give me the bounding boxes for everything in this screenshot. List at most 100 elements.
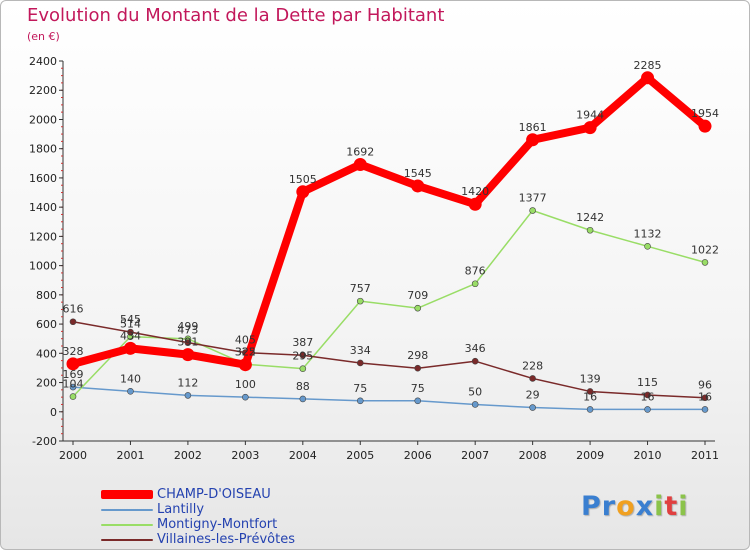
data-label: 499 xyxy=(177,320,198,333)
series-line xyxy=(72,321,706,399)
legend-label: Montigny-Montfort xyxy=(157,517,278,532)
data-point xyxy=(299,365,307,372)
data-label: 298 xyxy=(407,349,428,362)
data-point xyxy=(644,406,651,413)
data-point xyxy=(69,383,77,391)
data-label: 2285 xyxy=(634,59,662,72)
data-point xyxy=(299,395,307,403)
data-label: 1022 xyxy=(691,243,719,256)
y-tick-label: 200 xyxy=(36,377,57,390)
data-point xyxy=(127,328,134,336)
x-tick-label: 2000 xyxy=(59,449,87,462)
data-label: 1861 xyxy=(519,121,547,134)
series-line xyxy=(71,73,708,369)
y-tick-label: 600 xyxy=(36,318,57,331)
data-label: 757 xyxy=(350,282,371,295)
data-point xyxy=(586,388,594,395)
data-label: 1242 xyxy=(576,211,604,224)
data-label: 387 xyxy=(292,336,313,349)
data-label: 545 xyxy=(120,313,141,326)
data-point xyxy=(701,259,709,266)
data-point xyxy=(644,391,651,399)
proxiti-logo: Proxiti xyxy=(581,491,689,522)
data-point xyxy=(353,157,367,171)
data-point xyxy=(701,394,709,402)
data-label: 75 xyxy=(353,382,367,395)
data-label: 104 xyxy=(63,378,84,391)
x-tick-label: 2011 xyxy=(691,449,719,462)
data-point xyxy=(526,133,540,147)
y-tick-label: 2400 xyxy=(29,55,57,68)
x-tick-label: 2005 xyxy=(346,449,374,462)
data-point xyxy=(529,404,536,411)
data-point xyxy=(586,406,594,413)
y-tick-label: 1400 xyxy=(29,201,57,214)
y-tick-label: 2000 xyxy=(29,113,57,126)
data-point xyxy=(414,397,422,405)
data-point xyxy=(356,397,364,405)
data-point xyxy=(471,280,479,288)
x-tick-label: 2010 xyxy=(634,449,662,462)
y-tick-label: 1600 xyxy=(29,172,57,185)
data-label: 434 xyxy=(120,329,141,342)
data-point xyxy=(468,197,482,211)
data-label: 228 xyxy=(522,359,543,372)
data-label: 325 xyxy=(235,345,256,358)
y-tick-label: 1000 xyxy=(29,260,57,273)
data-label: 322 xyxy=(235,346,256,359)
legend-label: CHAMP-D'OISEAU xyxy=(157,487,271,502)
data-point xyxy=(66,357,80,371)
data-label: 112 xyxy=(177,376,198,389)
data-label: 16 xyxy=(583,390,597,403)
x-tick-label: 2004 xyxy=(289,449,317,462)
data-label: 169 xyxy=(63,368,84,381)
data-label: 1377 xyxy=(519,192,547,205)
chart-title: Evolution du Montant de la Dette par Hab… xyxy=(27,5,445,26)
data-label: 115 xyxy=(637,376,658,389)
data-label: 876 xyxy=(465,265,486,278)
data-point xyxy=(471,357,479,365)
data-label: 334 xyxy=(350,344,371,357)
y-tick-label: 2200 xyxy=(29,84,57,97)
chart-unit: (en €) xyxy=(27,30,60,43)
data-label: 295 xyxy=(292,350,313,363)
data-label: 328 xyxy=(63,345,84,358)
legend-swatch xyxy=(101,524,153,526)
data-point xyxy=(529,375,536,382)
data-label: 16 xyxy=(641,390,655,403)
data-label: 616 xyxy=(63,303,84,316)
data-label: 1954 xyxy=(691,107,719,120)
data-label: 16 xyxy=(698,390,712,403)
series-line xyxy=(72,386,705,411)
data-point xyxy=(411,179,425,193)
data-point xyxy=(123,341,137,355)
data-label: 1132 xyxy=(634,227,662,240)
data-label: 75 xyxy=(411,382,425,395)
data-point xyxy=(181,348,195,362)
data-point xyxy=(641,71,655,85)
legend-label: Lantilly xyxy=(157,502,205,517)
y-tick-label: -200 xyxy=(32,435,57,448)
data-point xyxy=(644,243,651,250)
data-label: 1944 xyxy=(576,109,604,122)
data-point xyxy=(529,207,536,214)
data-label: 391 xyxy=(177,336,198,349)
data-label: 139 xyxy=(580,372,601,385)
data-point xyxy=(586,226,594,234)
data-point xyxy=(299,351,307,359)
y-tick-label: 1200 xyxy=(29,230,57,243)
y-tick-label: 400 xyxy=(36,347,57,360)
series-line xyxy=(72,209,706,398)
data-point xyxy=(69,393,77,400)
data-point xyxy=(414,304,422,312)
data-label: 100 xyxy=(235,378,256,391)
y-tick-label: 800 xyxy=(36,289,57,302)
data-label: 1692 xyxy=(346,145,374,158)
data-point xyxy=(184,392,192,399)
data-label: 346 xyxy=(465,342,486,355)
legend-swatch xyxy=(101,490,153,499)
data-point xyxy=(356,297,364,305)
data-point xyxy=(127,388,134,395)
data-point xyxy=(184,339,192,346)
